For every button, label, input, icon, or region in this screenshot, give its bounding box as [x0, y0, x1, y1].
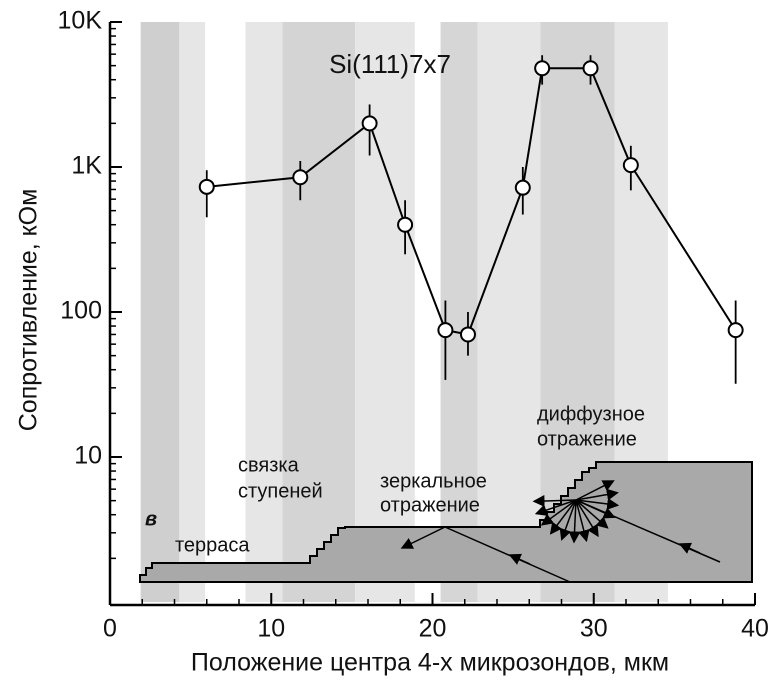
marker — [622, 157, 639, 174]
y-axis-label: Сопротивление, кОм — [15, 189, 43, 432]
annotation: ступеней — [238, 480, 323, 502]
band — [440, 22, 478, 602]
marker — [397, 216, 414, 233]
annotation: отражение — [537, 428, 637, 450]
staircase — [139, 461, 753, 583]
ray — [568, 499, 581, 544]
band — [477, 22, 541, 602]
annotation: отражение — [380, 494, 480, 516]
band — [179, 22, 206, 602]
chart-title: Si(111)7x7 — [329, 49, 451, 79]
inset-diagram: в терраса связка ступеней зеркальное отр… — [139, 403, 753, 583]
plot — [198, 55, 744, 384]
marker — [727, 322, 744, 339]
x-axis-label: Положение центра 4-х микрозондов, мкм — [191, 649, 669, 677]
ray — [575, 488, 619, 501]
marker — [534, 60, 551, 77]
x-tick-label: 40 — [741, 615, 769, 643]
band — [140, 22, 180, 602]
ray — [575, 499, 616, 519]
ray — [559, 499, 577, 541]
marker — [361, 115, 378, 132]
x-tick-label: 0 — [103, 615, 117, 643]
marker — [292, 169, 309, 186]
marker — [198, 178, 215, 195]
marker — [514, 179, 531, 196]
x-tick-label: 20 — [419, 615, 447, 643]
band — [282, 22, 356, 602]
ray — [575, 499, 609, 529]
marker — [459, 326, 476, 343]
y-tick-label: 10K — [58, 7, 103, 35]
annotation: зеркальное — [380, 470, 487, 492]
x-tick-label: 30 — [580, 615, 608, 643]
axes: 0 10 20 30 40 10 100 1K 10K — [58, 7, 769, 643]
annotation: терраса — [175, 534, 250, 556]
ray — [575, 499, 599, 538]
annotation: связка — [238, 454, 300, 476]
panel-label: в — [145, 508, 157, 530]
y-tick-label: 1K — [71, 152, 102, 180]
arrow — [400, 526, 446, 549]
y-tick-label: 100 — [60, 297, 102, 325]
ray — [575, 480, 615, 501]
ray — [532, 494, 577, 507]
x-tick-label: 10 — [257, 615, 285, 643]
band — [245, 22, 283, 602]
ray — [575, 497, 620, 510]
ray — [534, 499, 577, 516]
arrow — [678, 542, 701, 554]
arrow — [444, 526, 571, 583]
ray — [575, 499, 590, 543]
ray — [549, 499, 577, 535]
marker — [437, 322, 454, 339]
marker — [582, 60, 599, 77]
y-tick-label: 10 — [74, 442, 102, 470]
ray — [540, 499, 577, 526]
arrow — [508, 553, 531, 565]
annotation: диффузное — [537, 403, 645, 425]
